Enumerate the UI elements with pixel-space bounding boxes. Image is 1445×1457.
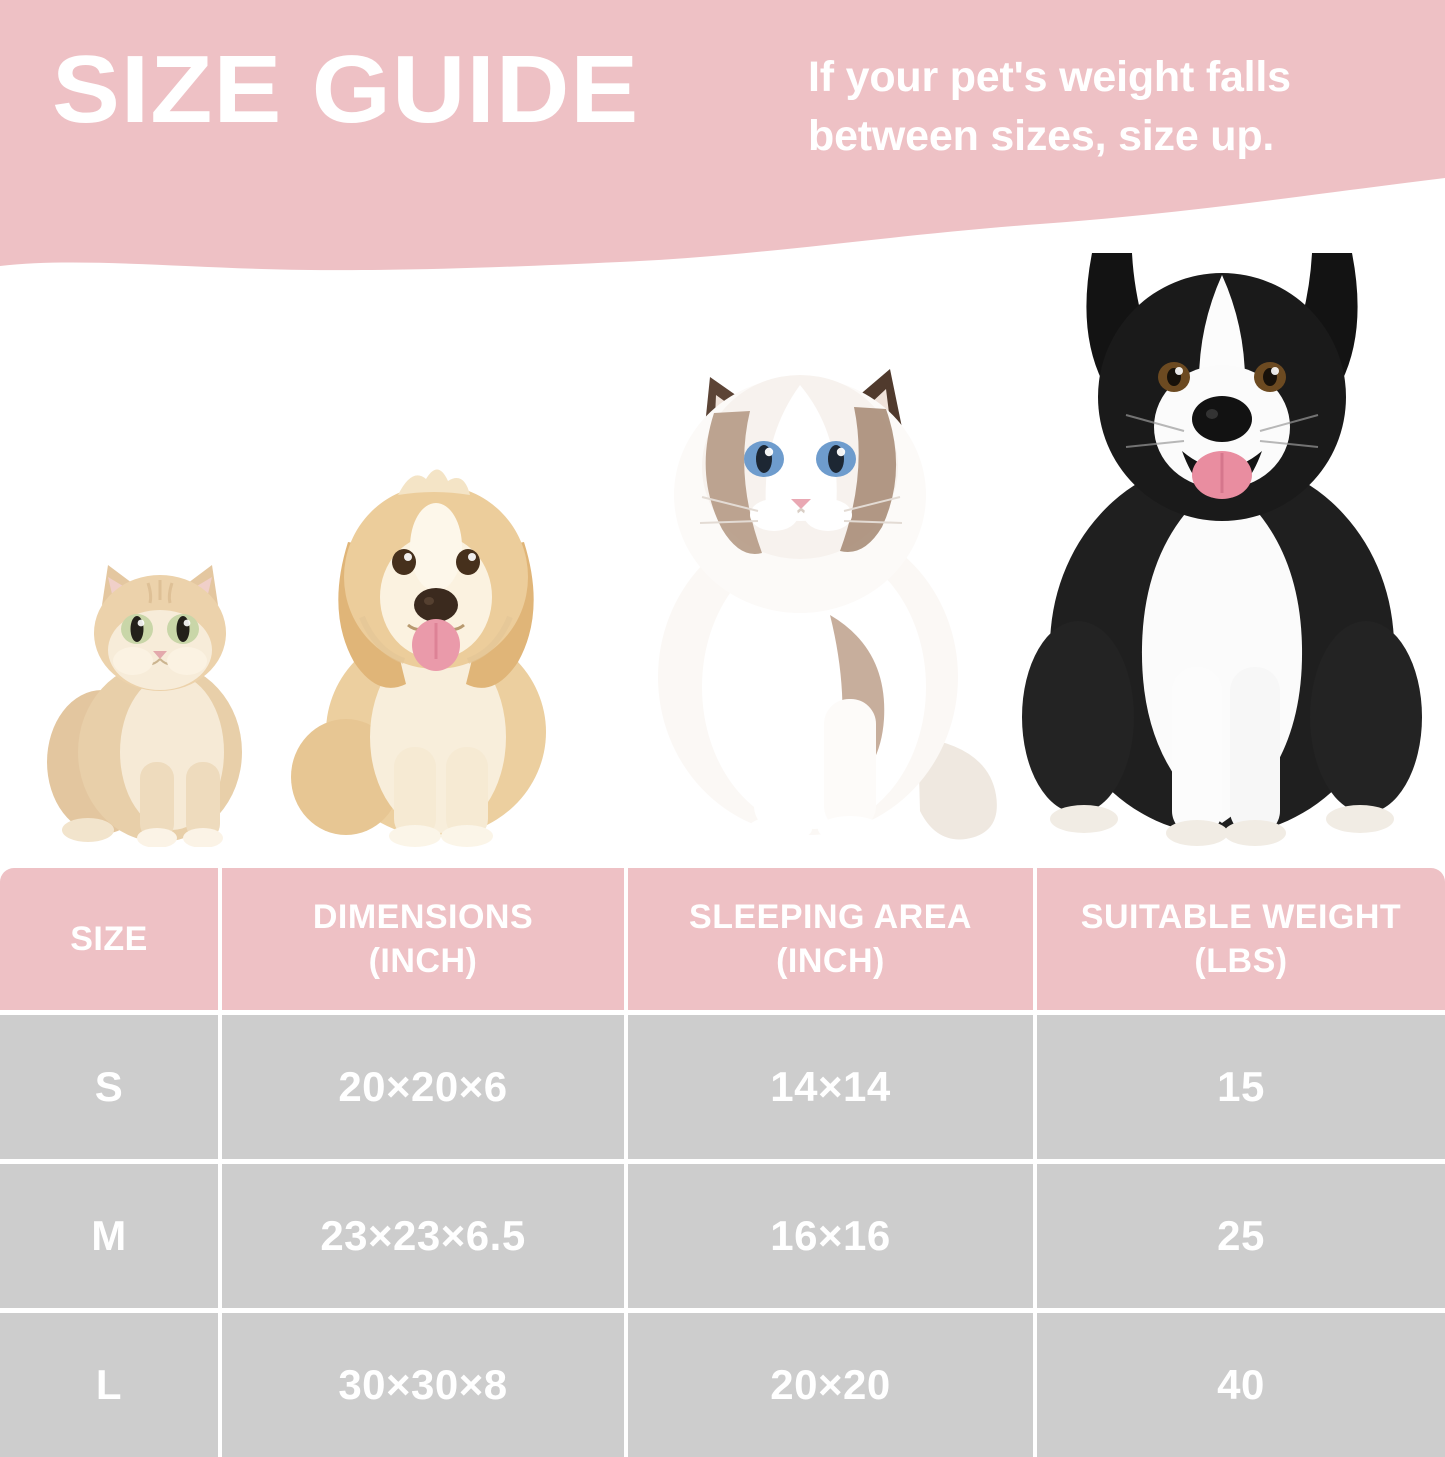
- cell-sleeping-area: 20×20: [628, 1313, 1037, 1457]
- column-header-sleeping-area-main: SLEEPING AREA: [689, 898, 972, 936]
- cell-dimensions: 23×23×6.5: [222, 1164, 628, 1313]
- cell-suitable-weight: 25: [1037, 1164, 1445, 1313]
- table-row: M 23×23×6.5 16×16 25: [0, 1164, 1445, 1313]
- column-header-suitable-weight-unit: (LBS): [1194, 942, 1288, 980]
- cell-suitable-weight: 40: [1037, 1313, 1445, 1457]
- header-banner: SIZE GUIDE If your pet's weight falls be…: [0, 0, 1445, 290]
- large-dog-photo: [1022, 247, 1422, 847]
- page-title: SIZE GUIDE: [52, 36, 640, 143]
- column-header-suitable-weight-main: SUITABLE WEIGHT: [1080, 898, 1402, 936]
- cell-dimensions: 20×20×6: [222, 1015, 628, 1164]
- banner-content: SIZE GUIDE If your pet's weight falls be…: [0, 0, 1445, 200]
- table-row: S 20×20×6 14×14 15: [0, 1015, 1445, 1164]
- table-body: S 20×20×6 14×14 15 M 23×23×6.5 16×16 25 …: [0, 1015, 1445, 1457]
- size-chart-table: SIZE DIMENSIONS (INCH) SLEEPING AREA (IN…: [0, 868, 1445, 1457]
- small-cat-photo: [40, 547, 270, 847]
- column-header-dimensions-unit: (INCH): [368, 942, 478, 980]
- column-header-size: SIZE: [0, 868, 222, 1015]
- column-header-dimensions-main: DIMENSIONS: [312, 898, 534, 936]
- small-dog-photo: [286, 447, 586, 847]
- banner-subtitle: If your pet's weight falls between sizes…: [808, 48, 1445, 166]
- table-header-row: SIZE DIMENSIONS (INCH) SLEEPING AREA (IN…: [0, 868, 1445, 1015]
- column-header-sleeping-area: SLEEPING AREA (INCH): [628, 868, 1037, 1015]
- cell-size: S: [0, 1015, 222, 1164]
- large-cat-photo: [618, 347, 1008, 847]
- column-header-size-main: SIZE: [70, 920, 148, 958]
- pet-size-comparison: [0, 250, 1445, 865]
- cell-sleeping-area: 14×14: [628, 1015, 1037, 1164]
- table-header: SIZE DIMENSIONS (INCH) SLEEPING AREA (IN…: [0, 868, 1445, 1015]
- column-header-dimensions: DIMENSIONS (INCH): [222, 868, 628, 1015]
- banner-wave-shape: [0, 0, 1445, 271]
- cell-size: L: [0, 1313, 222, 1457]
- banner-subtitle-line-2: between sizes, size up.: [808, 112, 1275, 160]
- cell-sleeping-area: 16×16: [628, 1164, 1037, 1313]
- cell-dimensions: 30×30×8: [222, 1313, 628, 1457]
- column-header-suitable-weight: SUITABLE WEIGHT (LBS): [1037, 868, 1445, 1015]
- column-header-sleeping-area-unit: (INCH): [776, 942, 885, 980]
- cell-suitable-weight: 15: [1037, 1015, 1445, 1164]
- table-row: L 30×30×8 20×20 40: [0, 1313, 1445, 1457]
- banner-subtitle-line-1: If your pet's weight falls: [808, 53, 1291, 101]
- cell-size: M: [0, 1164, 222, 1313]
